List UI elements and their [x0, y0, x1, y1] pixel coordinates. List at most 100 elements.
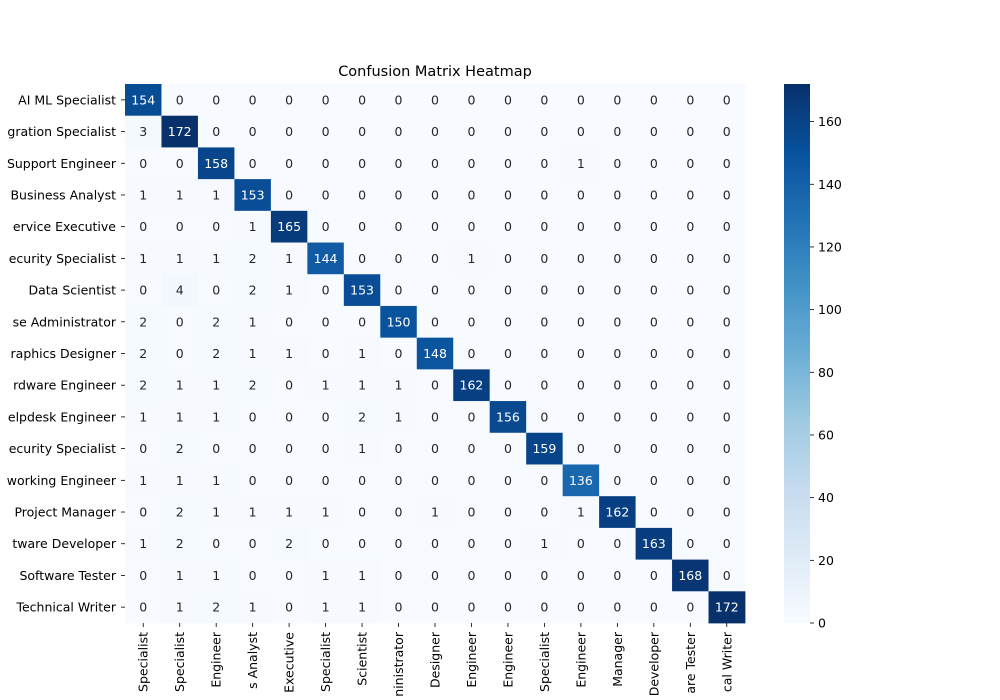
cell-value-label: 153 — [350, 283, 374, 298]
heatmap-cell — [562, 147, 600, 180]
cell-value-label: 0 — [139, 600, 147, 615]
heatmap-cell — [708, 210, 746, 243]
cell-value-label: 1 — [249, 314, 257, 329]
heatmap-cell — [672, 305, 709, 339]
heatmap-cell — [526, 337, 564, 370]
heatmap-cell — [307, 242, 345, 275]
heatmap-cell — [599, 464, 636, 497]
cell-value-label: 158 — [204, 156, 228, 171]
heatmap-cell — [526, 464, 564, 497]
heatmap-cell — [307, 210, 345, 243]
heatmap-cell — [343, 179, 381, 212]
heatmap-cell — [489, 274, 527, 307]
cell-value-label: 0 — [212, 441, 220, 456]
heatmap-cell — [343, 337, 381, 370]
cell-value-label: 0 — [540, 378, 548, 393]
heatmap-cell — [125, 274, 162, 307]
heatmap-cell — [708, 337, 746, 370]
cell-value-label: 1 — [358, 600, 366, 615]
heatmap-cell — [125, 337, 162, 370]
heatmap-cell — [562, 115, 600, 148]
cell-value-label: 0 — [431, 473, 439, 488]
heatmap-cell — [526, 432, 564, 465]
cell-value-label: 2 — [358, 409, 366, 424]
cell-value-label: 0 — [322, 124, 330, 139]
heatmap-cell — [599, 401, 636, 434]
heatmap-cell — [526, 147, 564, 180]
heatmap-cell — [672, 591, 709, 624]
heatmap-cell — [526, 527, 564, 560]
cell-value-label: 0 — [504, 156, 512, 171]
cell-value-label: 0 — [395, 473, 403, 488]
heatmap-cell — [270, 179, 308, 212]
cell-value-label: 0 — [285, 600, 293, 615]
heatmap-cell — [489, 369, 527, 402]
heatmap-cell — [270, 432, 308, 465]
cell-value-label: 0 — [613, 187, 621, 202]
chart-title: Confusion Matrix Heatmap — [338, 64, 532, 80]
heatmap-cell — [161, 401, 199, 434]
heatmap-cell — [234, 337, 272, 370]
cell-value-label: 1 — [212, 378, 220, 393]
cell-value-label: 0 — [249, 124, 257, 139]
cell-value-label: 4 — [176, 283, 184, 298]
heatmap-cell — [270, 591, 308, 624]
heatmap-cell — [197, 369, 235, 402]
heatmap-cell — [270, 369, 308, 402]
heatmap-cell — [234, 591, 272, 624]
heatmap-cell — [526, 369, 564, 402]
heatmap-cell — [562, 591, 600, 624]
cell-value-label: 172 — [168, 124, 192, 139]
cell-value-label: 0 — [395, 187, 403, 202]
cell-value-label: 0 — [395, 219, 403, 234]
heatmap-cell — [489, 496, 527, 529]
cell-value-label: 0 — [504, 600, 512, 615]
cell-value-label: 159 — [532, 441, 556, 456]
colorbar-tick-label: 140 — [818, 177, 842, 192]
heatmap-cell — [489, 591, 527, 624]
y-tick-label: Software Tester — [19, 568, 116, 583]
heatmap-cell — [380, 84, 418, 117]
cell-value-label: 0 — [650, 600, 658, 615]
cell-value-label: 0 — [139, 568, 147, 583]
heatmap-cell — [380, 337, 418, 370]
heatmap-cell — [197, 274, 235, 307]
heatmap-cell — [270, 527, 308, 560]
cell-value-label: 1 — [212, 409, 220, 424]
cell-value-label: 0 — [540, 219, 548, 234]
heatmap-cell — [380, 242, 418, 275]
heatmap-cell — [125, 179, 162, 212]
heatmap-cell — [489, 115, 527, 148]
cell-value-label: 2 — [176, 441, 184, 456]
heatmap-cell — [599, 274, 636, 307]
heatmap-cell — [197, 305, 235, 339]
heatmap-cell — [197, 337, 235, 370]
heatmap-cell — [708, 305, 746, 339]
x-tick-label: Engineer — [500, 631, 515, 688]
heatmap-cell — [197, 432, 235, 465]
heatmap-cell — [708, 274, 746, 307]
cell-value-label: 0 — [540, 187, 548, 202]
heatmap-cell — [489, 337, 527, 370]
y-tick-label: se Administrator — [13, 314, 117, 329]
cell-value-label: 0 — [322, 441, 330, 456]
cell-value-label: 0 — [139, 156, 147, 171]
heatmap-cell — [161, 527, 199, 560]
cell-value-label: 0 — [686, 314, 694, 329]
heatmap-cell — [343, 591, 381, 624]
heatmap-cell — [161, 305, 199, 339]
heatmap-cell — [343, 527, 381, 560]
heatmap-cell — [161, 210, 199, 243]
cell-value-label: 0 — [358, 156, 366, 171]
heatmap-cell — [234, 432, 272, 465]
heatmap-cell — [307, 84, 345, 117]
cell-value-label: 0 — [686, 600, 694, 615]
heatmap-cell — [125, 432, 162, 465]
heatmap-cell — [562, 496, 600, 529]
heatmap-cell — [270, 496, 308, 529]
x-tick-label: cal Writer — [719, 631, 734, 692]
cell-value-label: 0 — [467, 283, 475, 298]
heatmap-cell — [380, 210, 418, 243]
heatmap-cell — [562, 242, 600, 275]
colorbar-tick-label: 40 — [818, 490, 834, 505]
